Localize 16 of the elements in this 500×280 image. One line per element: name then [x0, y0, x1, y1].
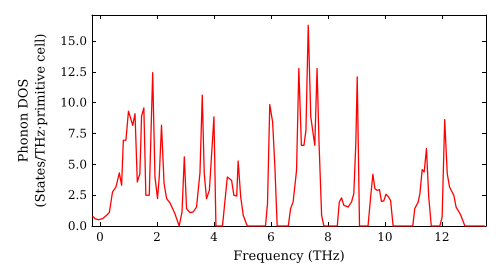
y-axis-title: Phonon DOS (States/THz·primitive cell)	[16, 33, 48, 208]
y-tick-label: 2.5	[68, 188, 87, 202]
x-axis-title: Frequency (THz)	[233, 249, 345, 264]
x-tick-label: 6	[267, 230, 275, 244]
y-tick-label: 7.5	[68, 126, 87, 140]
y-tick-label: 0.0	[68, 219, 87, 233]
x-tick-label: 2	[153, 230, 161, 244]
x-tick-label: 8	[324, 230, 332, 244]
x-tick-label: 12	[434, 230, 450, 244]
x-tick-label: 10	[377, 230, 393, 244]
x-tick-label: 0	[96, 230, 104, 244]
y-tick-label: 15.0	[60, 34, 87, 48]
y-tick-label: 12.5	[60, 64, 87, 79]
x-tick-label: 4	[210, 230, 218, 244]
y-tick-label: 5.0	[68, 157, 87, 172]
y-tick-label: 10.0	[60, 96, 87, 110]
